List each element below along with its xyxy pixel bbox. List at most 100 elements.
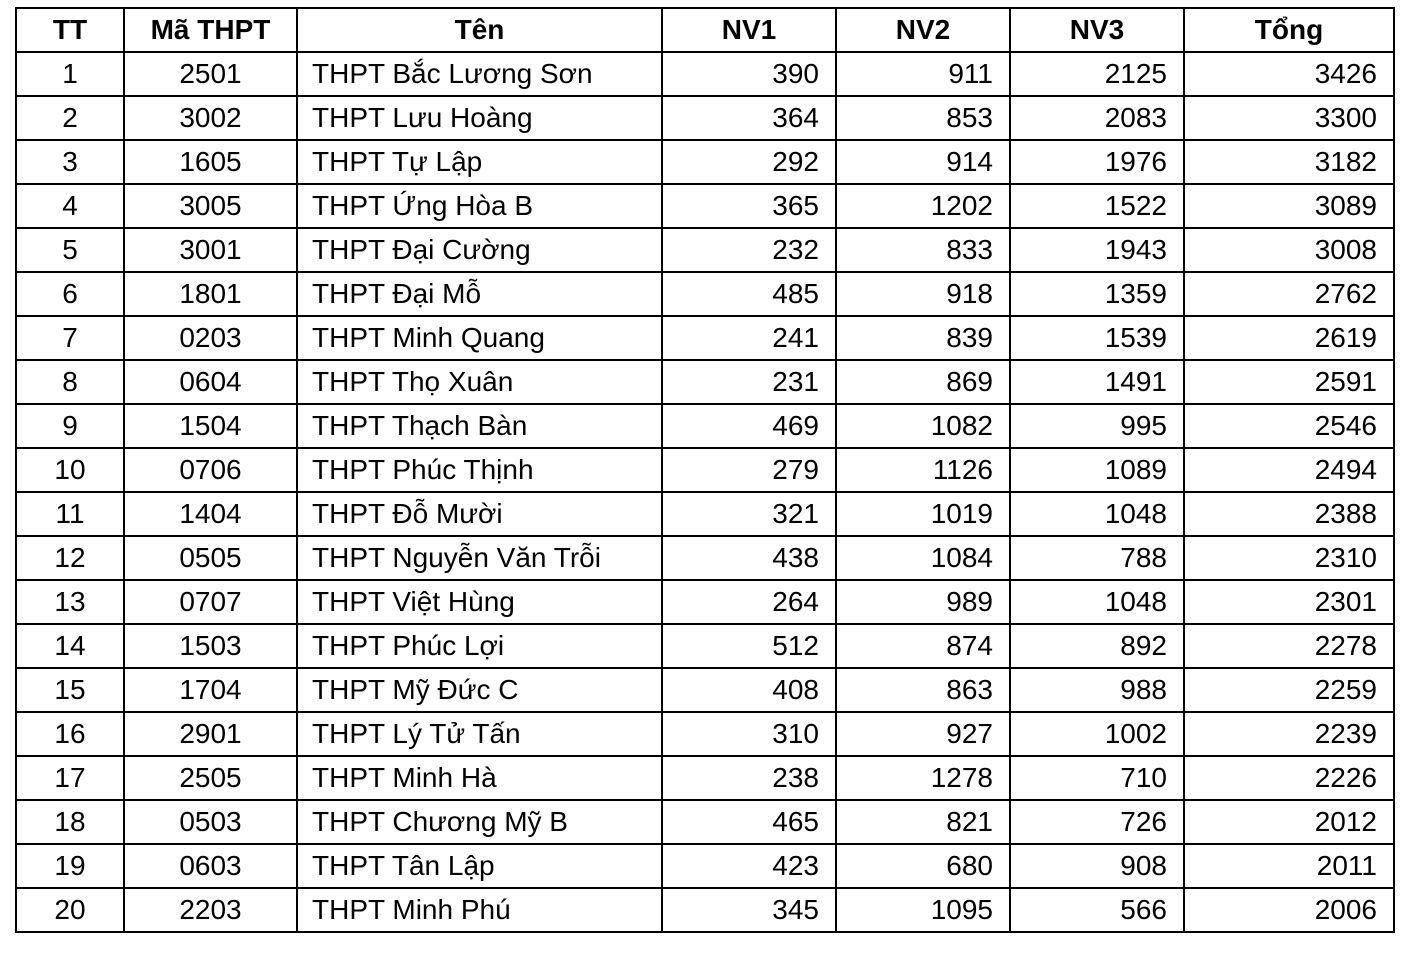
cell-ten: THPT Minh Hà (296, 755, 663, 801)
cell-ma-thpt: 2901 (123, 711, 298, 757)
table-row: 15 1704 THPT Mỹ Đức C 408 863 988 2259 (15, 667, 1395, 713)
table-row: 3 1605 THPT Tự Lập 292 914 1976 3182 (15, 139, 1395, 185)
cell-ma-thpt: 0706 (123, 447, 298, 493)
schools-table: TT Mã THPT Tên NV1 NV2 NV3 Tổng 1 2501 THP… (15, 7, 1395, 933)
cell-ten: THPT Đại Mỗ (296, 271, 663, 317)
cell-nv2: 1082 (835, 403, 1011, 449)
cell-ma-thpt: 1404 (123, 491, 298, 537)
cell-tong: 3008 (1183, 227, 1395, 273)
table-row: 11 1404 THPT Đỗ Mười 321 1019 1048 2388 (15, 491, 1395, 537)
cell-tong: 2239 (1183, 711, 1395, 757)
cell-nv3: 726 (1009, 799, 1185, 845)
cell-tong: 2546 (1183, 403, 1395, 449)
cell-ten: THPT Bắc Lương Sơn (296, 51, 663, 97)
cell-tong: 2591 (1183, 359, 1395, 405)
cell-nv1: 292 (661, 139, 837, 185)
cell-tt: 9 (15, 403, 125, 449)
cell-ma-thpt: 3005 (123, 183, 298, 229)
cell-tt: 16 (15, 711, 125, 757)
table-row: 2 3002 THPT Lưu Hoàng 364 853 2083 3300 (15, 95, 1395, 141)
cell-nv2: 1278 (835, 755, 1011, 801)
cell-nv3: 1491 (1009, 359, 1185, 405)
cell-nv1: 512 (661, 623, 837, 669)
cell-tong: 2310 (1183, 535, 1395, 581)
cell-nv2: 918 (835, 271, 1011, 317)
cell-tt: 10 (15, 447, 125, 493)
header-nv3: NV3 (1009, 7, 1185, 53)
cell-ten: THPT Phúc Thịnh (296, 447, 663, 493)
cell-tong: 2006 (1183, 887, 1395, 933)
cell-tt: 14 (15, 623, 125, 669)
table-row: 4 3005 THPT Ứng Hòa B 365 1202 1522 3089 (15, 183, 1395, 229)
cell-ma-thpt: 1801 (123, 271, 298, 317)
table-row: 6 1801 THPT Đại Mỗ 485 918 1359 2762 (15, 271, 1395, 317)
cell-nv1: 365 (661, 183, 837, 229)
table-row: 14 1503 THPT Phúc Lợi 512 874 892 2278 (15, 623, 1395, 669)
cell-nv1: 231 (661, 359, 837, 405)
cell-nv3: 1359 (1009, 271, 1185, 317)
cell-tt: 3 (15, 139, 125, 185)
cell-nv1: 264 (661, 579, 837, 625)
cell-tong: 2301 (1183, 579, 1395, 625)
cell-ten: THPT Mỹ Đức C (296, 667, 663, 713)
table-row: 9 1504 THPT Thạch Bàn 469 1082 995 2546 (15, 403, 1395, 449)
cell-tt: 15 (15, 667, 125, 713)
cell-nv1: 390 (661, 51, 837, 97)
cell-nv2: 874 (835, 623, 1011, 669)
cell-tt: 11 (15, 491, 125, 537)
cell-nv2: 821 (835, 799, 1011, 845)
cell-nv2: 869 (835, 359, 1011, 405)
table-row: 7 0203 THPT Minh Quang 241 839 1539 2619 (15, 315, 1395, 361)
cell-tong: 3300 (1183, 95, 1395, 141)
cell-nv1: 345 (661, 887, 837, 933)
header-tong: Tổng (1183, 7, 1395, 53)
cell-nv2: 989 (835, 579, 1011, 625)
cell-nv3: 1976 (1009, 139, 1185, 185)
cell-tt: 2 (15, 95, 125, 141)
cell-nv3: 2125 (1009, 51, 1185, 97)
cell-nv1: 279 (661, 447, 837, 493)
cell-nv2: 1202 (835, 183, 1011, 229)
cell-ten: THPT Việt Hùng (296, 579, 663, 625)
cell-tt: 19 (15, 843, 125, 889)
table-row: 16 2901 THPT Lý Tử Tấn 310 927 1002 2239 (15, 711, 1395, 757)
cell-nv2: 839 (835, 315, 1011, 361)
cell-nv2: 927 (835, 711, 1011, 757)
cell-ten: THPT Lưu Hoàng (296, 95, 663, 141)
cell-tong: 2011 (1183, 843, 1395, 889)
table-row: 18 0503 THPT Chương Mỹ B 465 821 726 2012 (15, 799, 1395, 845)
cell-nv3: 1522 (1009, 183, 1185, 229)
cell-tt: 4 (15, 183, 125, 229)
cell-tong: 2259 (1183, 667, 1395, 713)
cell-ten: THPT Phúc Lợi (296, 623, 663, 669)
header-ma-thpt: Mã THPT (123, 7, 298, 53)
cell-ten: THPT Ứng Hòa B (296, 183, 663, 229)
header-nv2: NV2 (835, 7, 1011, 53)
cell-nv1: 408 (661, 667, 837, 713)
table-row: 1 2501 THPT Bắc Lương Sơn 390 911 2125 3426 (15, 51, 1395, 97)
cell-nv1: 364 (661, 95, 837, 141)
cell-nv1: 241 (661, 315, 837, 361)
cell-tt: 7 (15, 315, 125, 361)
cell-tt: 17 (15, 755, 125, 801)
cell-ma-thpt: 2505 (123, 755, 298, 801)
cell-ma-thpt: 1605 (123, 139, 298, 185)
cell-tong: 2619 (1183, 315, 1395, 361)
cell-ten: THPT Tự Lập (296, 139, 663, 185)
cell-nv1: 232 (661, 227, 837, 273)
cell-ten: THPT Chương Mỹ B (296, 799, 663, 845)
cell-nv2: 1095 (835, 887, 1011, 933)
cell-ten: THPT Thọ Xuân (296, 359, 663, 405)
cell-tong: 3182 (1183, 139, 1395, 185)
cell-nv2: 1019 (835, 491, 1011, 537)
cell-nv2: 853 (835, 95, 1011, 141)
cell-nv3: 1539 (1009, 315, 1185, 361)
cell-ma-thpt: 2501 (123, 51, 298, 97)
cell-ma-thpt: 0505 (123, 535, 298, 581)
cell-nv3: 1943 (1009, 227, 1185, 273)
cell-ten: THPT Thạch Bàn (296, 403, 663, 449)
cell-tt: 18 (15, 799, 125, 845)
cell-nv3: 1048 (1009, 491, 1185, 537)
cell-nv2: 833 (835, 227, 1011, 273)
cell-tt: 8 (15, 359, 125, 405)
